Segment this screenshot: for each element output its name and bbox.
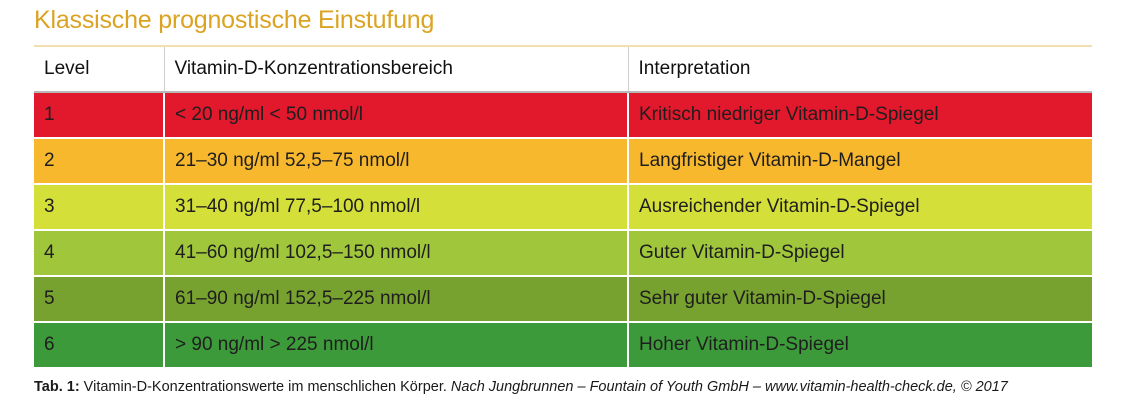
table-row: 6 > 90 ng/ml > 225 nmol/l Hoher Vitamin-… bbox=[34, 321, 1092, 367]
interpretation-cell: Guter Vitamin-D-Spiegel bbox=[627, 229, 1092, 276]
interpretation-cell: Ausreichender Vitamin-D-Spiegel bbox=[627, 183, 1092, 230]
title-divider bbox=[34, 45, 1092, 47]
header-range: Vitamin-D-Konzentrationsbereich bbox=[163, 47, 628, 93]
table-title: Klassische prognostische Einstufung bbox=[34, 6, 435, 34]
interpretation-cell: Hoher Vitamin-D-Spiegel bbox=[627, 321, 1092, 367]
level-cell: 4 bbox=[34, 229, 164, 276]
level-cell: 1 bbox=[34, 91, 164, 138]
range-cell: 31–40 ng/ml 77,5–100 nmol/l bbox=[163, 183, 628, 230]
level-cell: 5 bbox=[34, 275, 164, 322]
caption-source: Nach Jungbrunnen – Fountain of Youth Gmb… bbox=[450, 379, 1008, 395]
table-row: 3 31–40 ng/ml 77,5–100 nmol/l Ausreichen… bbox=[34, 183, 1092, 230]
vitamin-d-table: Level Vitamin-D-Konzentrationsbereich In… bbox=[34, 47, 1092, 367]
table-row: 4 41–60 ng/ml 102,5–150 nmol/l Guter Vit… bbox=[34, 229, 1092, 276]
table-row: 2 21–30 ng/ml 52,5–75 nmol/l Langfristig… bbox=[34, 137, 1092, 184]
caption-text: Vitamin-D-Konzentrationswerte im menschl… bbox=[79, 379, 451, 395]
level-cell: 2 bbox=[34, 137, 164, 184]
interpretation-cell: Langfristiger Vitamin-D-Mangel bbox=[627, 137, 1092, 184]
table-row: 5 61–90 ng/ml 152,5–225 nmol/l Sehr gute… bbox=[34, 275, 1092, 322]
range-cell: 41–60 ng/ml 102,5–150 nmol/l bbox=[163, 229, 628, 276]
header-level: Level bbox=[34, 47, 164, 93]
level-cell: 3 bbox=[34, 183, 164, 230]
table-header-row: Level Vitamin-D-Konzentrationsbereich In… bbox=[34, 47, 1092, 93]
level-cell: 6 bbox=[34, 321, 164, 367]
interpretation-cell: Kritisch niedriger Vitamin-D-Spiegel bbox=[627, 91, 1092, 138]
caption-label: Tab. 1: bbox=[34, 379, 80, 395]
header-interpretation: Interpretation bbox=[627, 47, 1092, 93]
range-cell: > 90 ng/ml > 225 nmol/l bbox=[163, 321, 628, 367]
range-cell: 21–30 ng/ml 52,5–75 nmol/l bbox=[163, 137, 628, 184]
interpretation-cell: Sehr guter Vitamin-D-Spiegel bbox=[627, 275, 1092, 322]
table-caption: Tab. 1: Vitamin-D-Konzentrationswerte im… bbox=[34, 379, 1008, 395]
range-cell: < 20 ng/ml < 50 nmol/l bbox=[163, 91, 628, 138]
range-cell: 61–90 ng/ml 152,5–225 nmol/l bbox=[163, 275, 628, 322]
table-row: 1 < 20 ng/ml < 50 nmol/l Kritisch niedri… bbox=[34, 91, 1092, 138]
